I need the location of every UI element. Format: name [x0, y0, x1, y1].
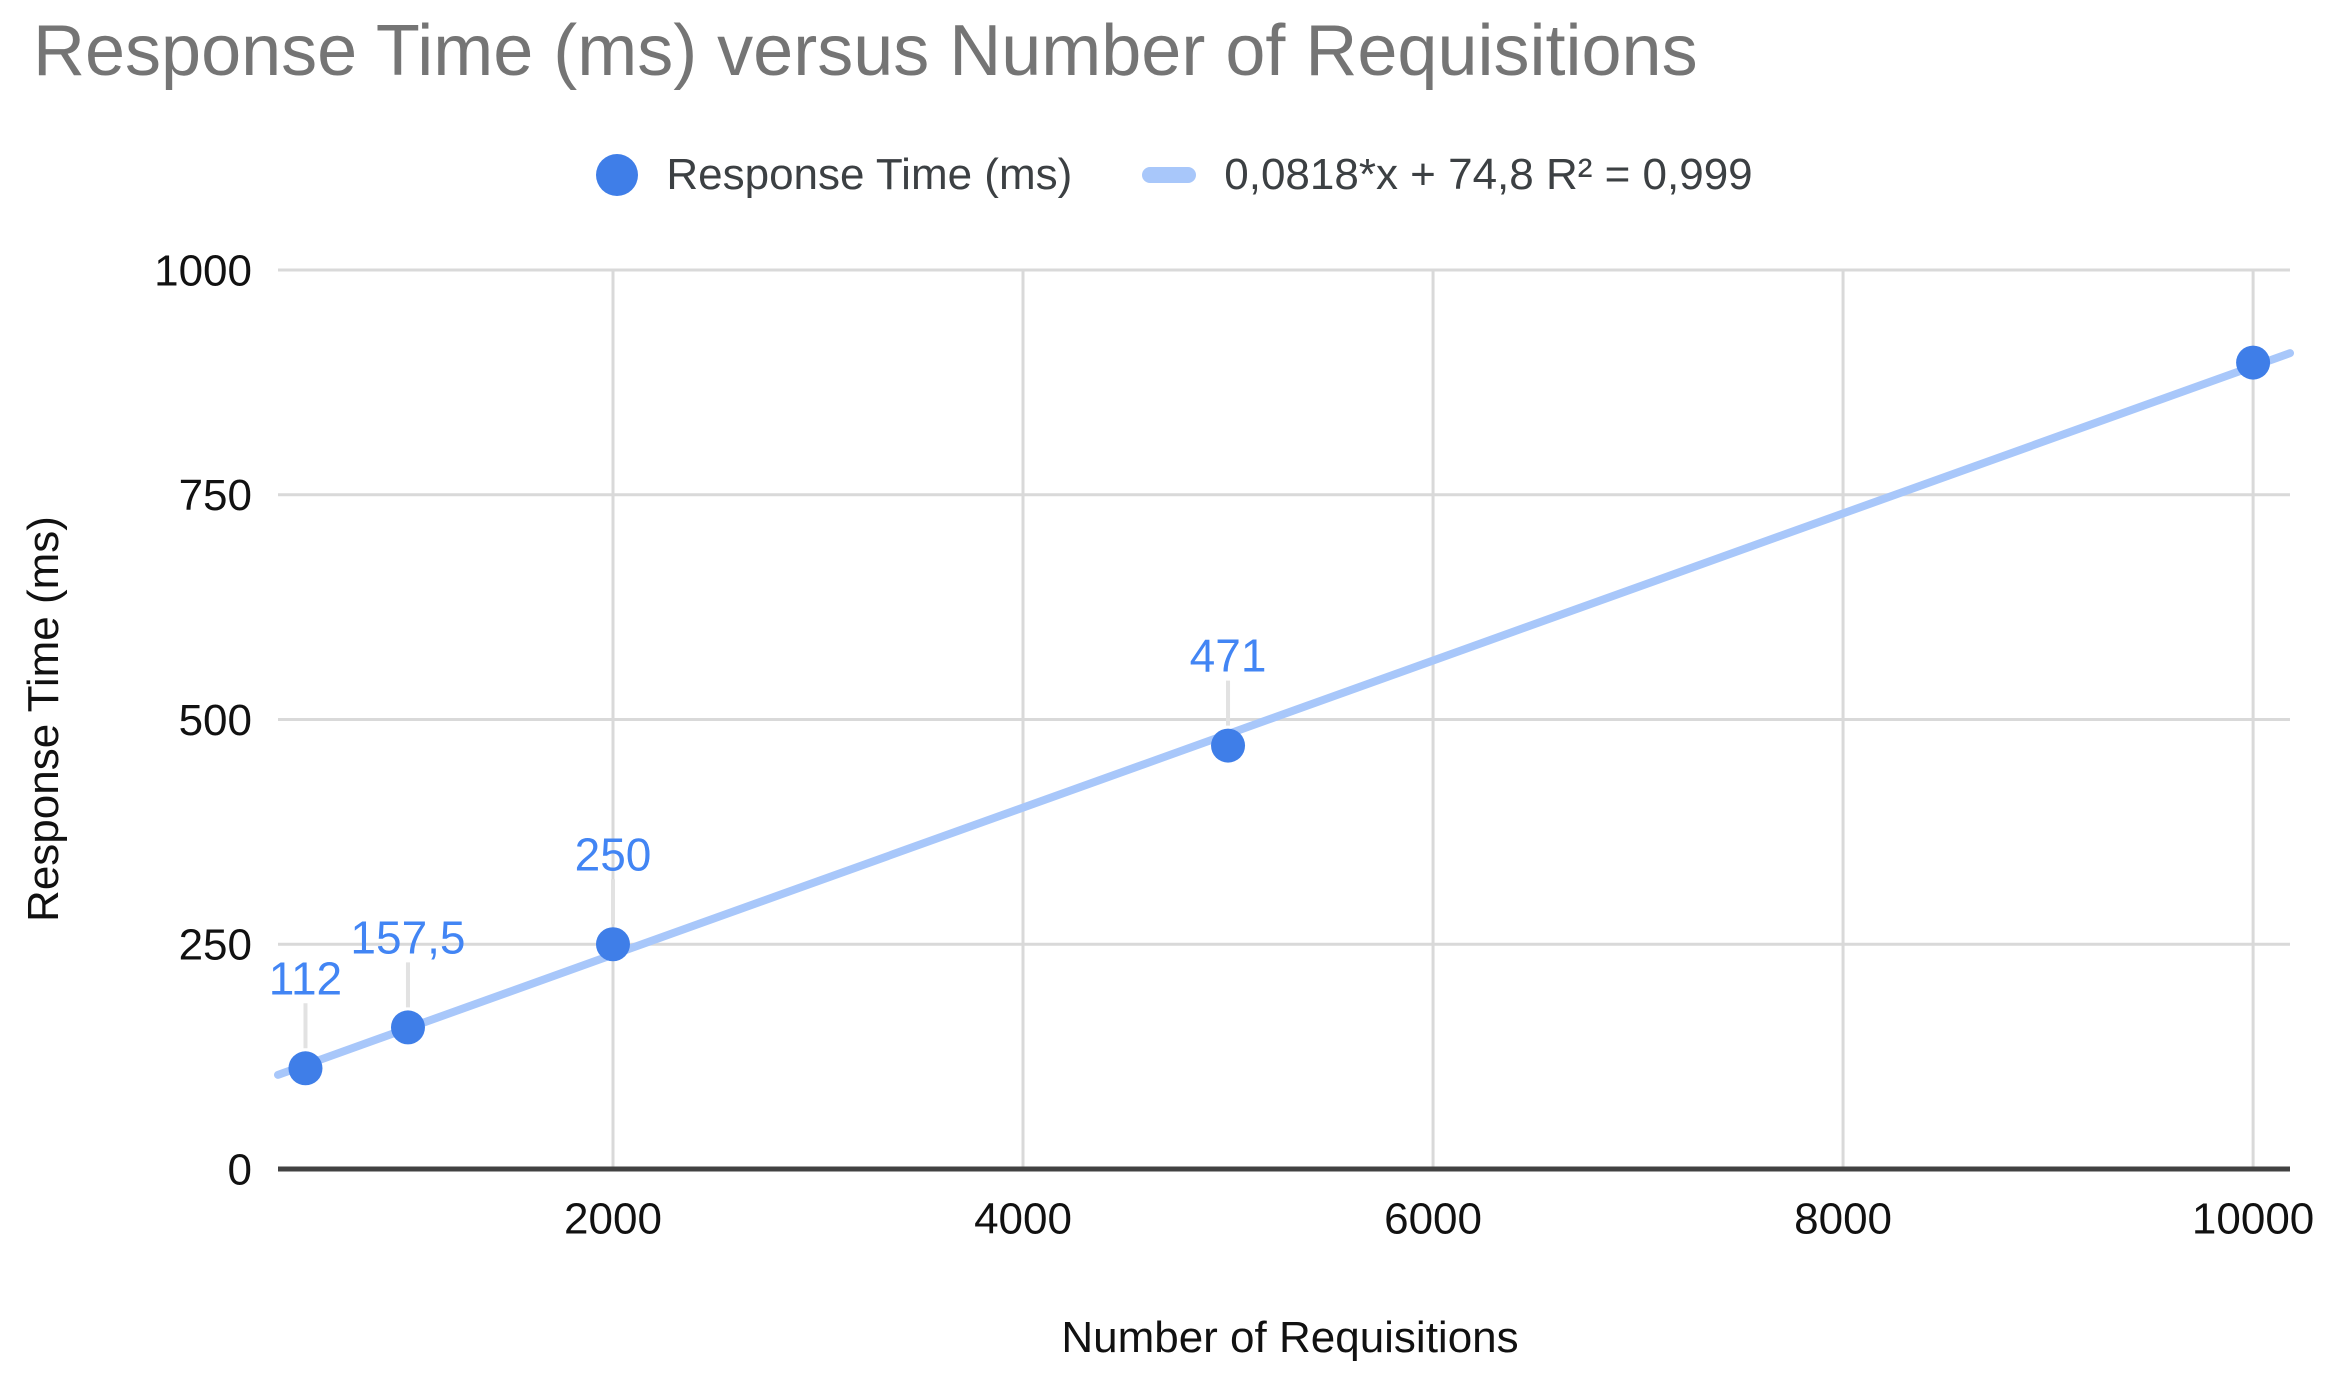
x-tick-label: 8000 — [1794, 1194, 1892, 1243]
legend-item-trendline[interactable]: 0,0818*x + 74,8 R² = 0,999 — [1142, 150, 1753, 200]
data-point[interactable] — [288, 1051, 323, 1086]
y-tick-label: 0 — [228, 1145, 252, 1194]
data-point[interactable] — [2236, 345, 2271, 380]
x-tick-label: 10000 — [2192, 1194, 2314, 1243]
x-axis-title: Number of Requisitions — [1061, 1313, 1519, 1362]
chart-legend: Response Time (ms) 0,0818*x + 74,8 R² = … — [0, 150, 2349, 200]
data-point[interactable] — [390, 1010, 425, 1045]
y-tick-label: 1000 — [154, 246, 252, 295]
chart-title: Response Time (ms) versus Number of Requ… — [33, 11, 1698, 91]
x-tick-label: 6000 — [1384, 1194, 1482, 1243]
legend-item-series[interactable]: Response Time (ms) — [596, 150, 1072, 200]
x-tick-label: 2000 — [564, 1194, 662, 1243]
legend-series-label: Response Time (ms) — [666, 150, 1073, 199]
x-tick-label: 4000 — [974, 1194, 1072, 1243]
data-point-label: 112 — [269, 952, 342, 1004]
trendline-color-swatch-icon — [1142, 167, 1197, 183]
data-point-label: 471 — [1190, 630, 1267, 682]
series-color-dot-icon — [596, 154, 639, 196]
data-point[interactable] — [1211, 728, 1246, 763]
y-tick-label: 500 — [179, 696, 252, 745]
y-axis-title: Response Time (ms) — [19, 516, 68, 922]
y-tick-label: 750 — [179, 471, 252, 520]
data-point[interactable] — [595, 927, 630, 962]
trendline[interactable] — [274, 349, 2294, 1079]
data-point-label: 157,5 — [350, 911, 465, 963]
y-tick-label: 250 — [179, 921, 252, 970]
data-point-label: 250 — [575, 828, 652, 880]
legend-trendline-equation: 0,0818*x + 74,8 R² = 0,999 — [1224, 150, 1753, 199]
